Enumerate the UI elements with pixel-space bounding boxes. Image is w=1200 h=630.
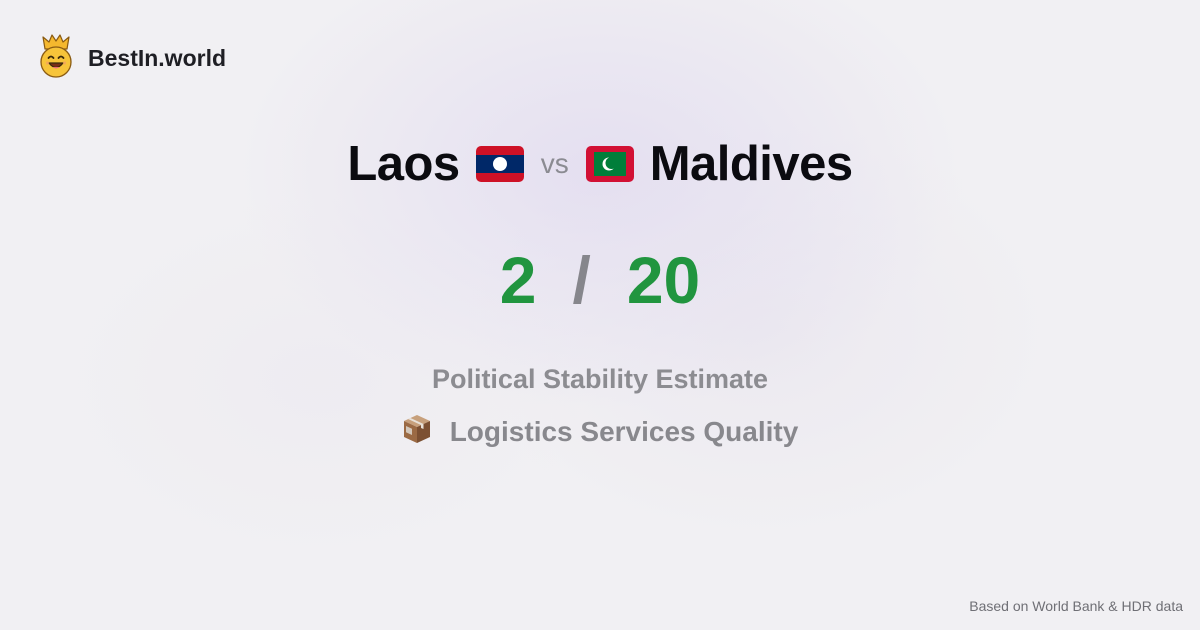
- secondary-metric: Logistics Services Quality: [0, 412, 1200, 452]
- data-source-note: Based on World Bank & HDR data: [969, 598, 1183, 614]
- maldives-flag-icon: [585, 146, 634, 182]
- right-score: 20: [626, 243, 701, 317]
- right-country-name: Maldives: [649, 137, 853, 191]
- score-comparison: 2 / 20: [0, 240, 1200, 320]
- crowned-smiley-icon: [38, 33, 74, 83]
- package-box-icon: [402, 413, 432, 452]
- primary-metric-label: Political Stability Estimate: [431, 364, 769, 394]
- comparison-title: Laos vs Maldives: [0, 132, 1200, 196]
- vs-label: vs: [540, 148, 569, 179]
- score-separator: /: [572, 243, 591, 317]
- left-score: 2: [499, 243, 537, 317]
- secondary-metric-label: Logistics Services Quality: [449, 416, 799, 447]
- brand-header[interactable]: BestIn.world: [38, 33, 227, 83]
- laos-flag-icon: [475, 146, 524, 182]
- brand-name: BestIn.world: [88, 44, 227, 71]
- left-country-name: Laos: [347, 137, 460, 191]
